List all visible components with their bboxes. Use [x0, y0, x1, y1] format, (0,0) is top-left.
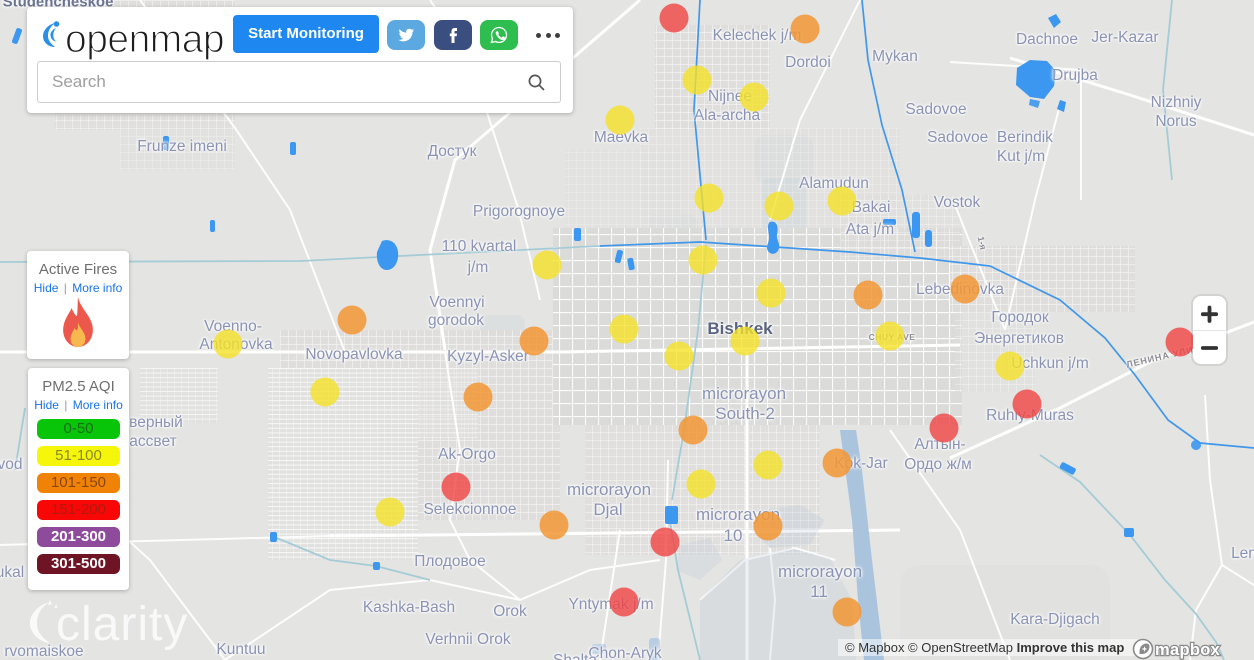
svg-text:clarity: clarity [56, 598, 188, 650]
svg-text:mapbox: mapbox [1155, 641, 1221, 659]
